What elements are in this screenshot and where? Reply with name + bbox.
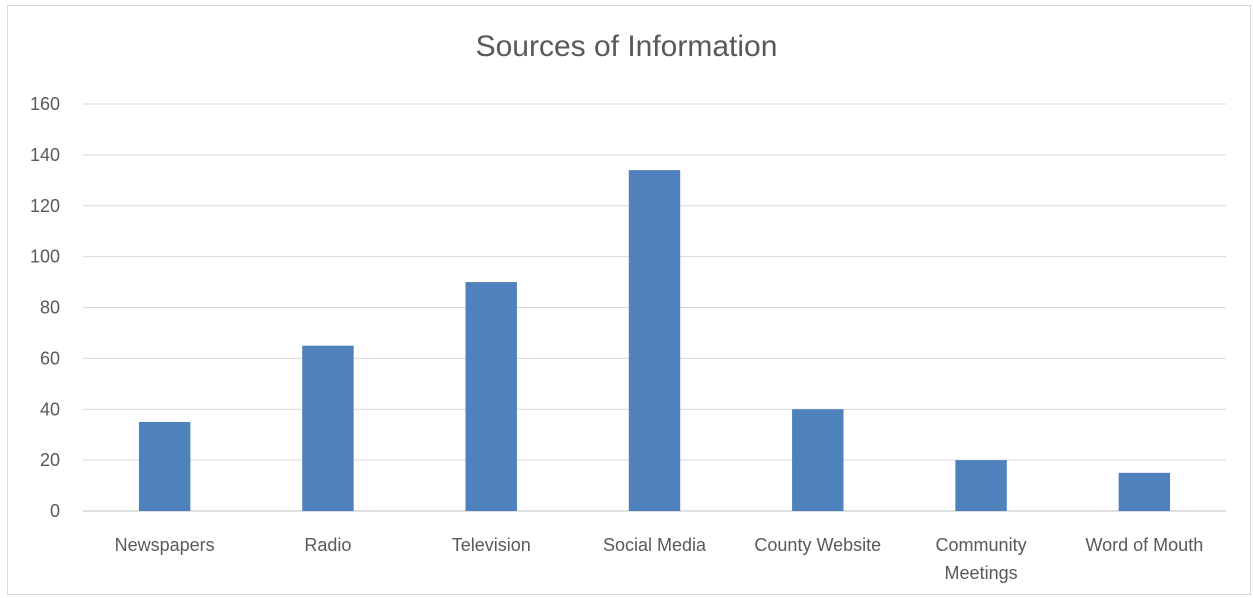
- x-tick-label: Word of Mouth: [1085, 535, 1203, 555]
- x-tick-label: Community Meetings: [936, 535, 1027, 583]
- x-tick-label: County Website: [754, 535, 881, 555]
- bar: [465, 282, 517, 511]
- y-axis-ticks: 0 20 40 60 80 100 120 140 160: [30, 94, 60, 521]
- y-tick-label: 160: [30, 94, 60, 114]
- bar: [1118, 472, 1171, 511]
- y-tick-label: 140: [30, 145, 60, 165]
- y-tick-label: 100: [30, 247, 60, 267]
- x-tick-label: Social Media: [603, 535, 707, 555]
- x-tick-label: Radio: [304, 535, 351, 555]
- x-tick-label: Newspapers: [115, 535, 215, 555]
- x-axis-ticks: Newspapers Radio Television Social Media Cou…: [115, 535, 1204, 583]
- y-tick-label: 120: [30, 196, 60, 216]
- y-tick-label: 20: [40, 450, 60, 470]
- x-tick-label: Television: [452, 535, 531, 555]
- y-tick-label: 80: [40, 298, 60, 318]
- bar: [628, 170, 681, 511]
- y-tick-label: 40: [40, 399, 60, 419]
- y-tick-label: 0: [50, 501, 60, 521]
- bar: [792, 409, 844, 511]
- bar: [955, 460, 1007, 511]
- bars: [138, 170, 1171, 511]
- y-tick-label: 60: [40, 348, 60, 368]
- bar: [138, 421, 191, 511]
- chart-title: Sources of Information: [475, 30, 778, 63]
- bar: [302, 345, 354, 511]
